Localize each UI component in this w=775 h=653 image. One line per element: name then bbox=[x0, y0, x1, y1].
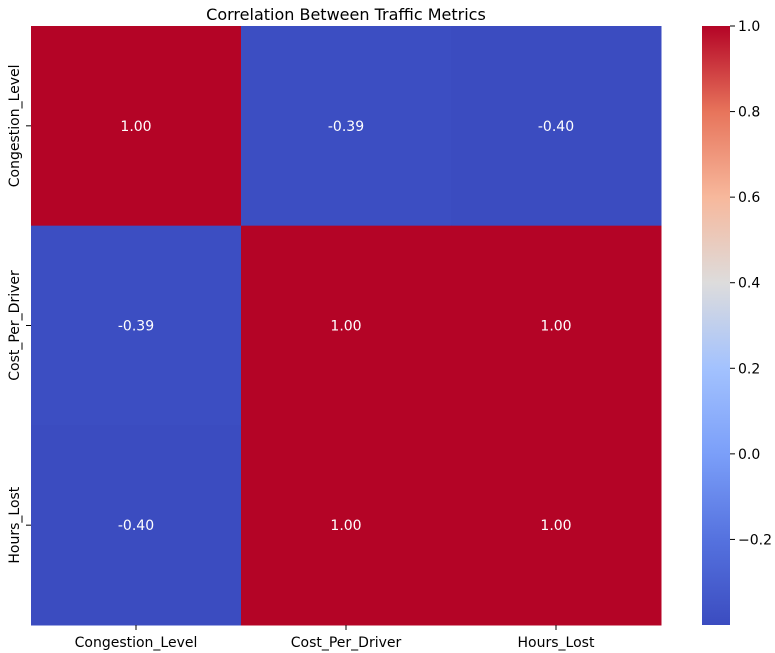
y-tick-label: Congestion_Level bbox=[7, 64, 23, 187]
colorbar-tick-label: 0.2 bbox=[738, 361, 760, 377]
cell-annotation: 1.00 bbox=[540, 518, 571, 534]
heatmap-cell bbox=[241, 26, 452, 227]
colorbar-tick-label: 0.4 bbox=[738, 276, 760, 292]
x-tick-label: Hours_Lost bbox=[518, 635, 595, 651]
colorbar-ticks: 1.0 0.8 0.6 0.4 0.2 0.0 −0.2 bbox=[730, 19, 772, 548]
cell-annotation: 1.00 bbox=[540, 319, 571, 335]
y-tick-label: Hours_Lost bbox=[7, 486, 23, 563]
heatmap-cell bbox=[31, 425, 242, 626]
colorbar-tick-label: 0.8 bbox=[738, 105, 760, 121]
cell-annotation: 1.00 bbox=[330, 518, 361, 534]
heatmap-cell bbox=[451, 425, 662, 626]
cell-annotation: -0.39 bbox=[328, 119, 364, 135]
heatmap-cell bbox=[241, 225, 452, 426]
heatmap-cell bbox=[451, 225, 662, 426]
colorbar-tick-label: 0.6 bbox=[738, 190, 760, 206]
x-tick-label: Congestion_Level bbox=[75, 635, 198, 651]
heatmap-cell bbox=[31, 26, 242, 227]
cell-annotation: -0.40 bbox=[118, 518, 154, 534]
heatmap-cell bbox=[241, 425, 452, 626]
colorbar bbox=[702, 26, 730, 625]
chart-title: Correlation Between Traffic Metrics bbox=[206, 5, 486, 24]
y-tick-label: Cost_Per_Driver bbox=[7, 270, 23, 381]
heatmap-cell bbox=[451, 26, 662, 227]
heatmap-cells bbox=[31, 26, 662, 626]
cell-annotation: 1.00 bbox=[330, 319, 361, 335]
colorbar-tick-label: −0.2 bbox=[738, 532, 772, 548]
cell-annotation: -0.40 bbox=[538, 119, 574, 135]
colorbar-tick-label: 1.0 bbox=[738, 19, 760, 35]
x-tick-label: Cost_Per_Driver bbox=[291, 635, 402, 651]
heatmap-cell bbox=[31, 225, 242, 426]
x-axis-ticks: Congestion_Level Cost_Per_Driver Hours_Los… bbox=[75, 625, 595, 651]
colorbar-tick-label: 0.0 bbox=[738, 447, 760, 463]
cell-annotation: -0.39 bbox=[118, 319, 154, 335]
y-axis-ticks: Congestion_Level Cost_Per_Driver Hours_Los… bbox=[7, 64, 31, 564]
cell-annotations: 1.00 -0.39 -0.40 -0.39 1.00 1.00 -0.40 1.00 1.00 bbox=[118, 119, 574, 534]
cell-annotation: 1.00 bbox=[120, 119, 151, 135]
